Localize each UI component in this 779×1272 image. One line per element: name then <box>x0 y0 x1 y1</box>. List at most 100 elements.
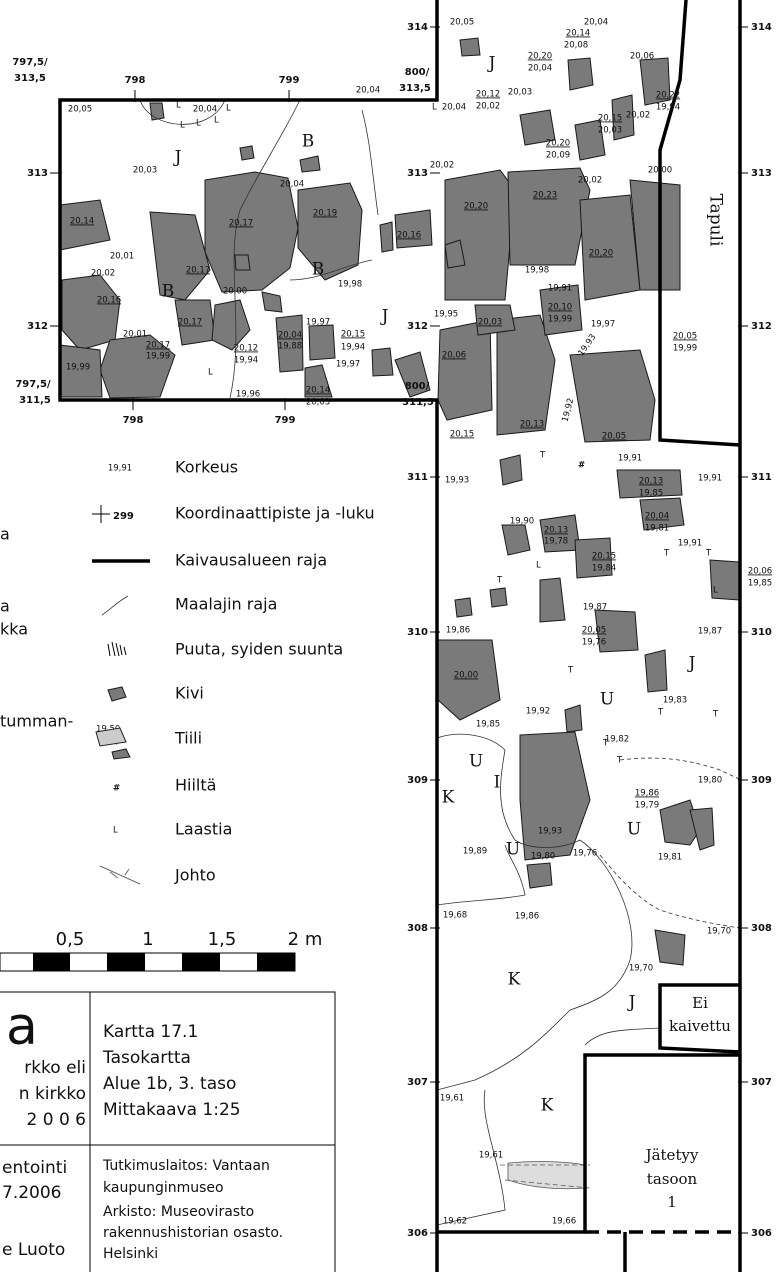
elevation: 19,66 <box>552 1217 576 1227</box>
stone <box>574 537 613 579</box>
labels: 314 314 313 313 312 312 311 311 310 310 309 309 308 3… <box>0 18 772 1263</box>
row-label: 310 <box>751 627 772 638</box>
elevation: 20,20 <box>528 52 552 62</box>
legend-icon <box>107 641 127 657</box>
elevation: 20,08 <box>564 41 588 51</box>
stone <box>579 194 641 301</box>
stone <box>297 182 363 281</box>
scale-segment <box>33 953 70 971</box>
zone-label: kaivettu <box>669 1017 731 1035</box>
elevation: 20,02 <box>430 161 454 171</box>
row-label: 308 <box>407 923 428 934</box>
elevation: 19,92 <box>526 707 550 717</box>
elevation: 20,14 <box>70 217 94 227</box>
boundary-line <box>58 0 439 1272</box>
elevation: 19,87 <box>583 603 607 613</box>
legend-cut-text: tumman- <box>0 712 73 731</box>
elevation: 19,70 <box>707 927 731 937</box>
row-label: 308 <box>751 923 772 934</box>
stone <box>459 37 481 57</box>
elevation: 20,12 <box>234 344 258 354</box>
stone <box>308 324 336 361</box>
elevation: 20,03 <box>508 88 532 98</box>
elevation: 20,04 <box>193 105 217 115</box>
area-label: J <box>380 307 389 327</box>
elevation: 19,94 <box>656 103 680 113</box>
scale-segment <box>257 953 295 971</box>
stone <box>379 221 394 253</box>
elevation: 20,02 <box>476 102 500 112</box>
scale-label: 1,5 <box>208 929 237 950</box>
corner-label: 797,5/ <box>12 57 48 68</box>
elevation: 19,93 <box>445 476 469 486</box>
row-label: 312 <box>27 321 48 332</box>
legend-cut-text: a <box>0 597 10 616</box>
stone <box>474 304 516 336</box>
elevation: 19,80 <box>698 776 722 786</box>
corner-label: 313,5 <box>14 73 46 84</box>
mortar-mark: L <box>226 104 231 114</box>
stone <box>371 347 394 377</box>
corner-label: 800/ <box>405 67 430 78</box>
elevation: 20,15 <box>450 430 474 440</box>
mortar-mark: L <box>432 103 437 113</box>
tile-mark: T <box>663 549 670 559</box>
elevation: 20,15 <box>341 330 365 340</box>
mortar-mark: L <box>713 586 718 596</box>
stone <box>519 731 591 861</box>
stone <box>61 274 121 351</box>
elevation: 19,91 <box>678 539 702 549</box>
tile-mark: T <box>705 549 712 559</box>
elevation: 20,16 <box>97 296 121 306</box>
elevation: 20,23 <box>533 191 557 201</box>
elevation: 19,98 <box>338 280 362 290</box>
mortar-mark: L <box>208 368 213 378</box>
soil-line <box>139 99 226 125</box>
tile-mark: T <box>602 739 609 749</box>
stone <box>437 319 493 421</box>
soil-line <box>229 99 301 399</box>
soil-line <box>436 844 526 906</box>
elevation: 20,05 <box>450 18 474 28</box>
elevation: 20,04 <box>528 64 552 74</box>
legend-cut-text: a <box>0 525 10 544</box>
area-label: U <box>600 690 614 710</box>
elevation: 20,17 <box>146 341 170 351</box>
row-label: 307 <box>751 1077 772 1088</box>
row-label: 313 <box>407 168 428 179</box>
elevation: 20,06 <box>748 567 772 577</box>
elevation: 19,83 <box>663 696 687 706</box>
area-label: J <box>687 654 696 674</box>
elevation: 20,05 <box>673 332 697 342</box>
zone-label: Tapuli <box>706 194 726 247</box>
stone <box>454 597 473 618</box>
charcoal-mark: # <box>578 461 585 471</box>
elevation: 20,04 <box>280 180 304 190</box>
elevation: 20,22 <box>656 91 680 101</box>
stone <box>149 102 165 121</box>
stone <box>644 649 668 693</box>
stone <box>444 169 516 301</box>
mortar-mark: L <box>180 121 185 131</box>
stone <box>501 524 531 556</box>
title-block <box>0 991 336 1272</box>
elevation: 19,61 <box>440 1094 464 1104</box>
elevation: 20,09 <box>546 151 570 161</box>
legend-icon <box>107 686 127 702</box>
column-label: 798 <box>125 75 146 86</box>
elevation: 19,86 <box>515 912 539 922</box>
stone <box>519 109 556 146</box>
stone <box>654 929 686 966</box>
elevation: 20,04 <box>278 331 302 341</box>
soil-line <box>436 1089 506 1226</box>
stone <box>299 155 321 173</box>
title-text: Kartta 17.1 <box>103 1022 198 1042</box>
elevation: 19,95 <box>434 310 458 320</box>
elevation: 19,91 <box>548 284 572 294</box>
elevation: 20,15 <box>592 552 616 562</box>
title-text: kaupunginmuseo <box>103 1180 224 1196</box>
scale-segment <box>107 953 145 971</box>
elevation: 19,85 <box>748 579 772 589</box>
corner-label: 797,5/ <box>15 379 51 390</box>
